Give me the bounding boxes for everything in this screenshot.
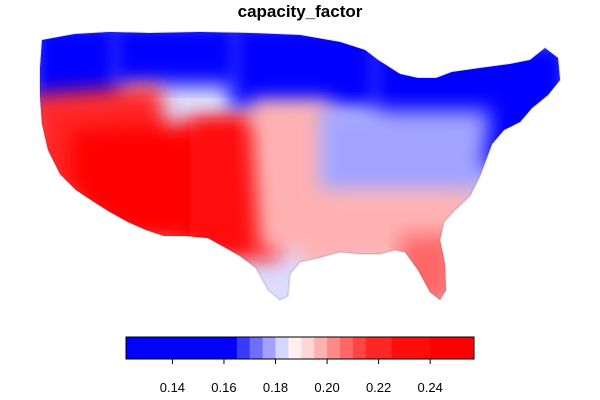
- legend-bin: [236, 337, 251, 359]
- map-region-mid-atlantic-ohio-valley: [320, 110, 490, 200]
- legend-bin: [391, 337, 431, 359]
- legend-tick-label: 0.20: [314, 380, 339, 395]
- legend-tick-label: 0.14: [160, 380, 185, 395]
- legend-tick-label: 0.16: [211, 380, 236, 395]
- legend-bin: [275, 337, 289, 359]
- map-region-florida: [400, 235, 455, 300]
- legend-bin: [430, 337, 475, 359]
- legend-tick-label: 0.18: [263, 380, 288, 395]
- legend-bin: [314, 337, 328, 359]
- legend-bin: [262, 337, 277, 359]
- map-title: capacity_factor: [237, 2, 363, 21]
- legend-bin: [352, 337, 367, 359]
- legend-frame: [125, 336, 475, 360]
- legend-bin: [249, 337, 264, 359]
- legend-bin: [327, 337, 341, 359]
- legend-bin: [288, 337, 302, 359]
- legend-bin: [301, 337, 315, 359]
- legend-tick-label: 0.24: [418, 380, 443, 395]
- map-region-pacific-northwest: [40, 32, 120, 110]
- legend-bin: [126, 337, 238, 359]
- legend-bin: [339, 337, 354, 359]
- color-legend: 0.14 0.16 0.18 0.20 0.22 0.24: [125, 336, 475, 395]
- legend-bin: [365, 337, 393, 359]
- map-region-southeast: [300, 190, 480, 265]
- legend-tick-label: 0.22: [366, 380, 391, 395]
- map-region-northern-rockies: [110, 32, 240, 85]
